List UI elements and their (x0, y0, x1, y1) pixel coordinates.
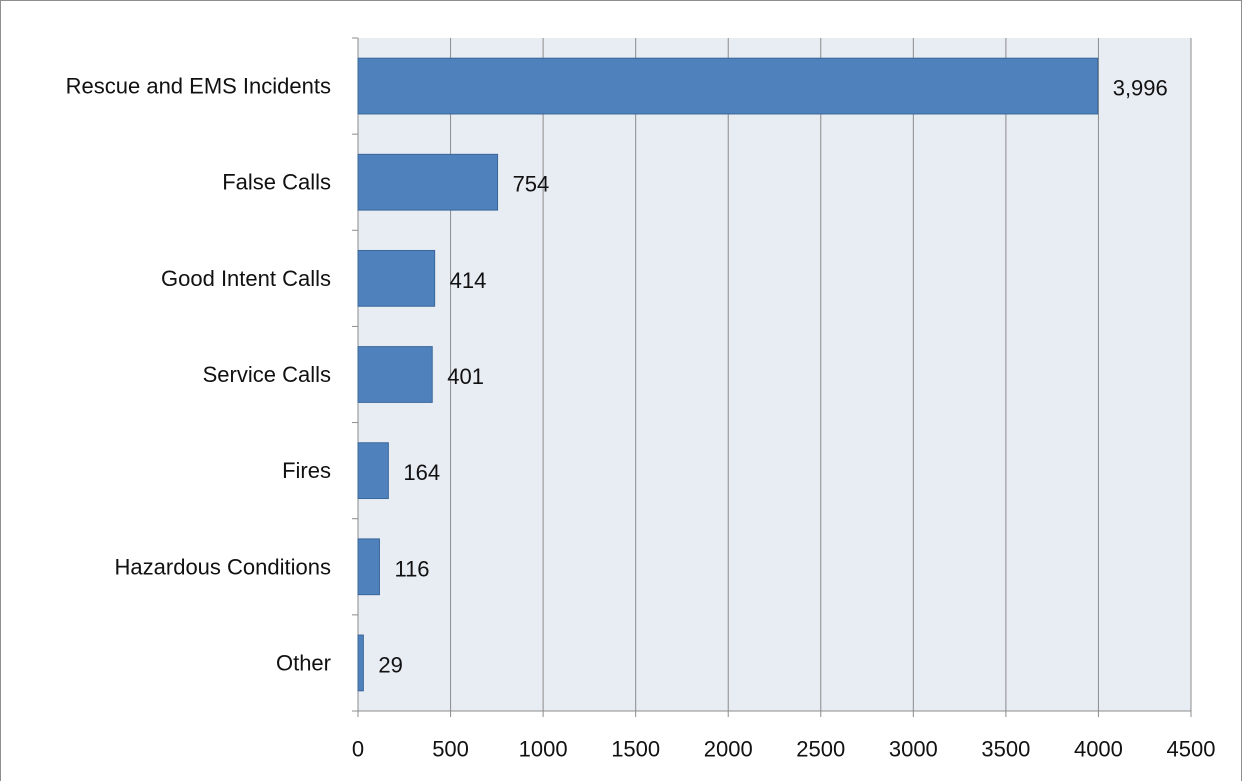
category-label: Fires (282, 458, 331, 483)
x-tick-label: 0 (352, 737, 364, 762)
x-tick-label: 1000 (519, 737, 568, 762)
data-label: 164 (403, 460, 440, 485)
category-label: Hazardous Conditions (115, 554, 331, 579)
data-label: 3,996 (1113, 76, 1168, 101)
x-tick-label: 3000 (889, 737, 938, 762)
x-tick-label: 4000 (1074, 737, 1123, 762)
data-label: 754 (513, 172, 550, 197)
bar-4 (357, 442, 389, 500)
data-label: 29 (378, 652, 402, 677)
x-tick-label: 500 (432, 737, 469, 762)
x-tick-label: 4500 (1167, 737, 1216, 762)
x-tick-label: 1500 (611, 737, 660, 762)
plot-area (358, 38, 1191, 711)
bar-1 (357, 153, 499, 211)
x-tick-label: 2500 (796, 737, 845, 762)
category-label: Service Calls (203, 362, 331, 387)
x-tick-label: 3500 (981, 737, 1030, 762)
category-label: Good Intent Calls (161, 266, 331, 291)
data-label: 414 (450, 268, 487, 293)
category-label: Rescue and EMS Incidents (66, 74, 331, 99)
data-label: 401 (447, 364, 484, 389)
bar-2 (357, 249, 436, 307)
bar-3 (357, 346, 433, 403)
bar-0 (357, 57, 1099, 115)
bar-6 (357, 634, 364, 692)
data-label: 116 (394, 556, 429, 581)
bar-5 (357, 538, 380, 596)
category-label: Other (276, 650, 331, 675)
x-tick-label: 2000 (704, 737, 753, 762)
category-label: False Calls (222, 170, 331, 195)
